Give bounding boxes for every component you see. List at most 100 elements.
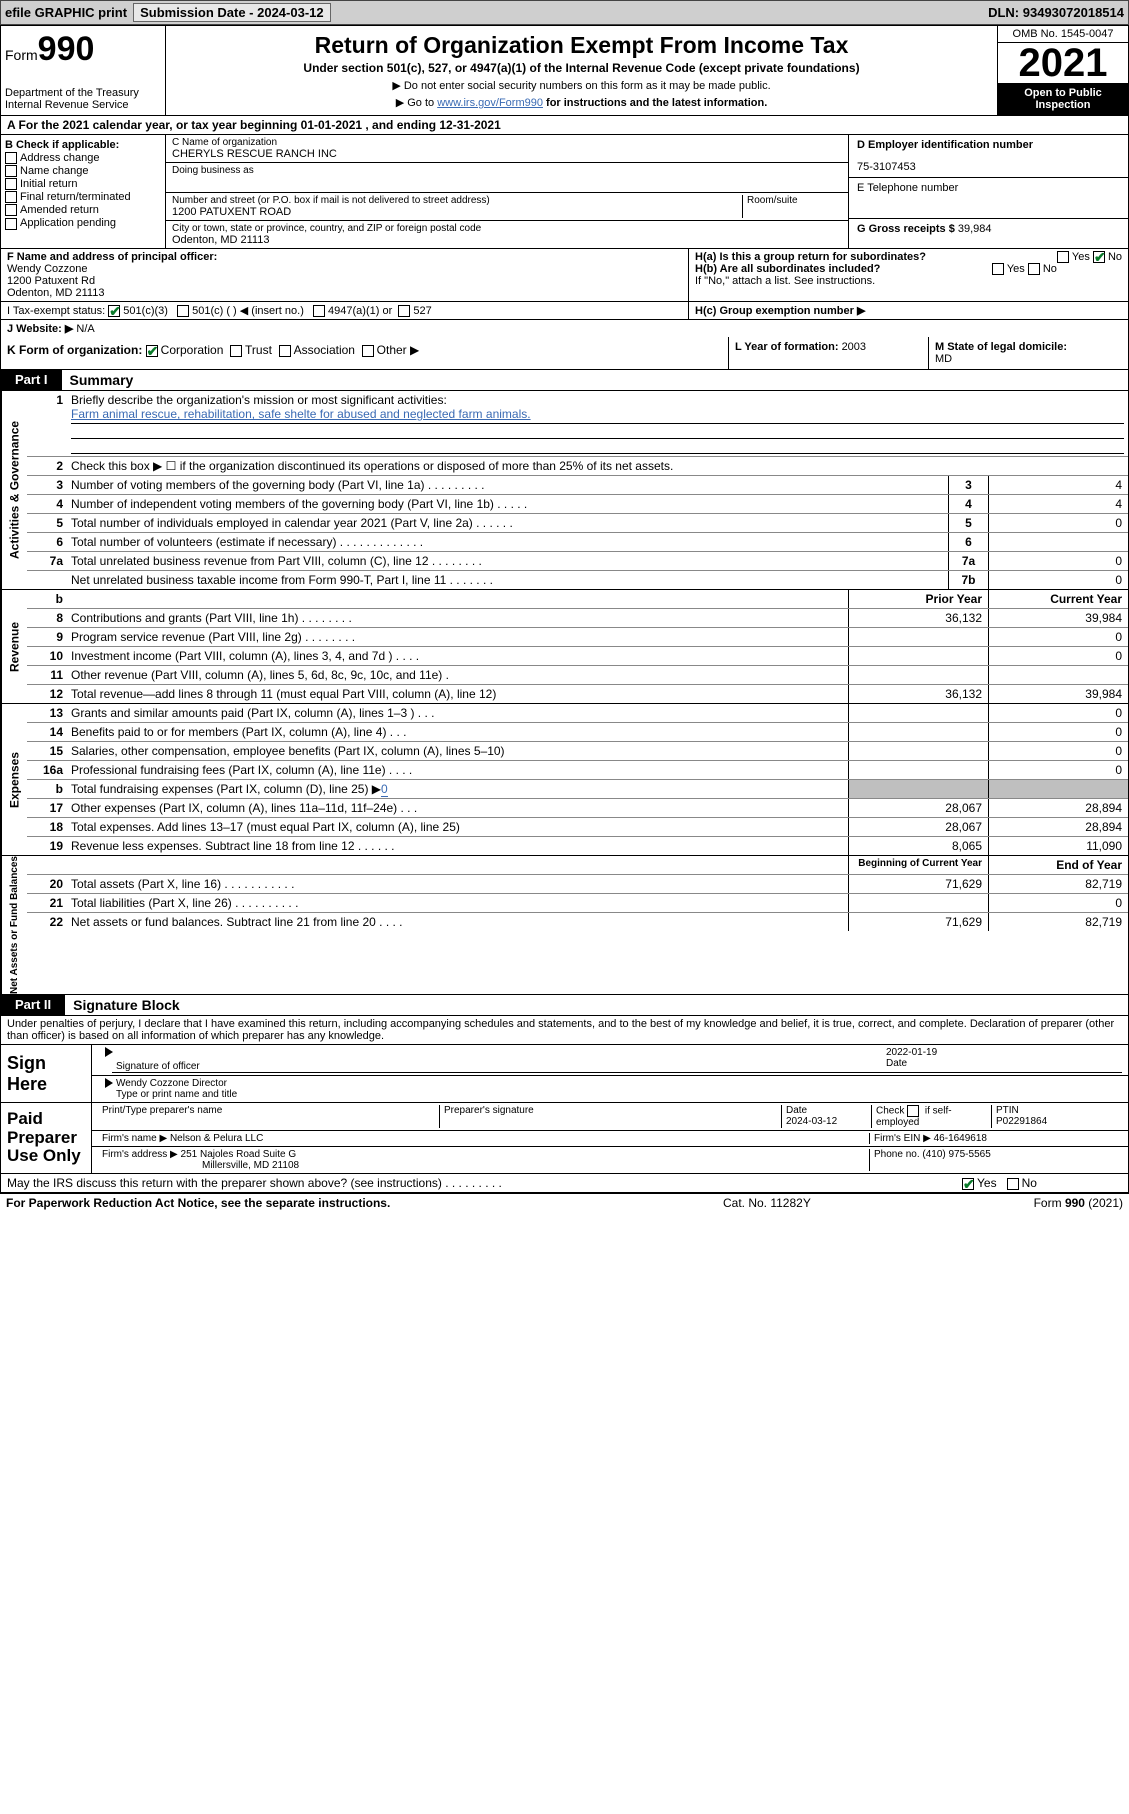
officer-addr2: Odenton, MD 21113 [7,287,104,299]
gross-val: 39,984 [958,223,992,235]
hc-label: H(c) Group exemption number ▶ [695,305,865,317]
org-city: Odenton, MD 21113 [172,234,842,246]
sign-date: 2022-01-19 [886,1047,1118,1058]
b-opt[interactable]: Name change [5,165,161,177]
irs-link[interactable]: www.irs.gov/Form990 [437,97,543,109]
section-revenue: Revenue bPrior YearCurrent Year 8Contrib… [0,590,1129,704]
ein-label: D Employer identification number [857,139,1033,151]
row-a: A For the 2021 calendar year, or tax yea… [0,116,1129,135]
firm-phone: (410) 975-5565 [922,1149,990,1160]
section-expenses: Expenses 13Grants and similar amounts pa… [0,704,1129,856]
b-opt[interactable]: Amended return [5,204,161,216]
row-j: J Website: ▶ N/A [0,320,1129,337]
may-discuss: May the IRS discuss this return with the… [7,1176,962,1190]
end-20: 82,719 [988,875,1128,893]
addr-label: Number and street (or P.O. box if mail i… [172,195,742,206]
val-4: 4 [988,495,1128,513]
prior-19: 8,065 [848,837,988,855]
b-opt[interactable]: Final return/terminated [5,191,161,203]
beg-22: 71,629 [848,913,988,931]
gross-label: G Gross receipts $ [857,223,958,235]
open-inspection: Open to Public Inspection [998,83,1128,115]
vlabel-expenses: Expenses [1,704,27,855]
row-fh: F Name and address of principal officer:… [0,249,1129,302]
sign-here: Sign Here [1,1045,91,1102]
section-net-assets: Net Assets or Fund Balances Beginning of… [0,856,1129,995]
dba-label: Doing business as [172,165,842,176]
efile-label: efile GRAPHIC print [5,5,127,20]
firm-ein: 46-1649618 [934,1133,987,1144]
room-label: Room/suite [747,195,842,206]
i-label: I Tax-exempt status: [7,305,105,317]
mission[interactable]: Farm animal rescue, rehabilitation, safe… [71,407,531,421]
val-3: 4 [988,476,1128,494]
b-opt[interactable]: Initial return [5,178,161,190]
declaration: Under penalties of perjury, I declare th… [1,1016,1128,1044]
b-opt[interactable]: Address change [5,152,161,164]
end-22: 82,719 [988,913,1128,931]
curr-15: 0 [988,742,1128,760]
prior-12: 36,132 [848,685,988,703]
note1: Do not enter social security numbers on … [404,80,771,92]
vlabel-governance: Activities & Governance [1,391,27,589]
year-formation: 2003 [842,341,866,353]
curr-13: 0 [988,704,1128,722]
dept-label: Department of the Treasury [5,87,161,99]
website: N/A [76,323,94,335]
end-21: 0 [988,894,1128,912]
hb-label: H(b) Are all subordinates included? [695,263,880,275]
form-subtitle: Under section 501(c), 527, or 4947(a)(1)… [172,61,991,75]
k-label: K Form of organization: [7,343,142,357]
prior-8: 36,132 [848,609,988,627]
val-6 [988,533,1128,551]
form-number: Form990 [5,30,161,69]
ptin: P02291864 [996,1116,1047,1127]
prep-date: 2024-03-12 [786,1116,837,1127]
ein: 75-3107453 [857,161,1120,173]
curr-14: 0 [988,723,1128,741]
f-label: F Name and address of principal officer: [7,251,217,263]
vlabel-revenue: Revenue [1,590,27,703]
val-7a: 0 [988,552,1128,570]
curr-18: 28,894 [988,818,1128,836]
tel-label: E Telephone number [857,182,1120,194]
state-domicile: MD [935,353,952,365]
vlabel-net: Net Assets or Fund Balances [1,856,27,994]
form-header: Form990 Department of the Treasury Inter… [0,25,1129,116]
c-name-label: C Name of organization [172,137,842,148]
city-label: City or town, state or province, country… [172,223,842,234]
paid-preparer: Paid Preparer Use Only [1,1103,91,1173]
prior-18: 28,067 [848,818,988,836]
org-name: CHERYLS RESCUE RANCH INC [172,148,842,160]
topbar: efile GRAPHIC print Submission Date - 20… [0,0,1129,25]
b-opt[interactable]: Application pending [5,217,161,229]
row-klm: K Form of organization: Corporation Trus… [0,337,1129,370]
firm-addr: 251 Najoles Road Suite G [181,1149,297,1160]
curr-9: 0 [988,628,1128,646]
org-addr: 1200 PATUXENT ROAD [172,206,742,218]
signature-block: Under penalties of perjury, I declare th… [0,1016,1129,1193]
b-title: B Check if applicable: [5,139,119,151]
irs-label: Internal Revenue Service [5,99,161,111]
block-bcd: B Check if applicable: Address change Na… [0,135,1129,249]
j-label: J Website: ▶ [7,323,73,335]
curr-8: 39,984 [988,609,1128,627]
val-7b: 0 [988,571,1128,589]
beg-20: 71,629 [848,875,988,893]
officer-addr1: 1200 Patuxent Rd [7,275,95,287]
curr-16a: 0 [988,761,1128,779]
curr-19: 11,090 [988,837,1128,855]
curr-17: 28,894 [988,799,1128,817]
curr-12: 39,984 [988,685,1128,703]
officer-name: Wendy Cozzone [7,263,88,275]
ha-label: H(a) Is this a group return for subordin… [695,251,926,263]
part-i-header: Part I Summary [0,370,1129,391]
footer: For Paperwork Reduction Act Notice, see … [0,1193,1129,1212]
fundraising-total: 0 [381,782,388,797]
tax-year: 2021 [998,43,1128,83]
hb-note: If "No," attach a list. See instructions… [695,275,1122,287]
curr-10: 0 [988,647,1128,665]
row-i: I Tax-exempt status: 501(c)(3) 501(c) ( … [0,302,1129,320]
submission-btn[interactable]: Submission Date - 2024-03-12 [133,3,331,22]
section-governance: Activities & Governance 1 Briefly descri… [0,391,1129,590]
